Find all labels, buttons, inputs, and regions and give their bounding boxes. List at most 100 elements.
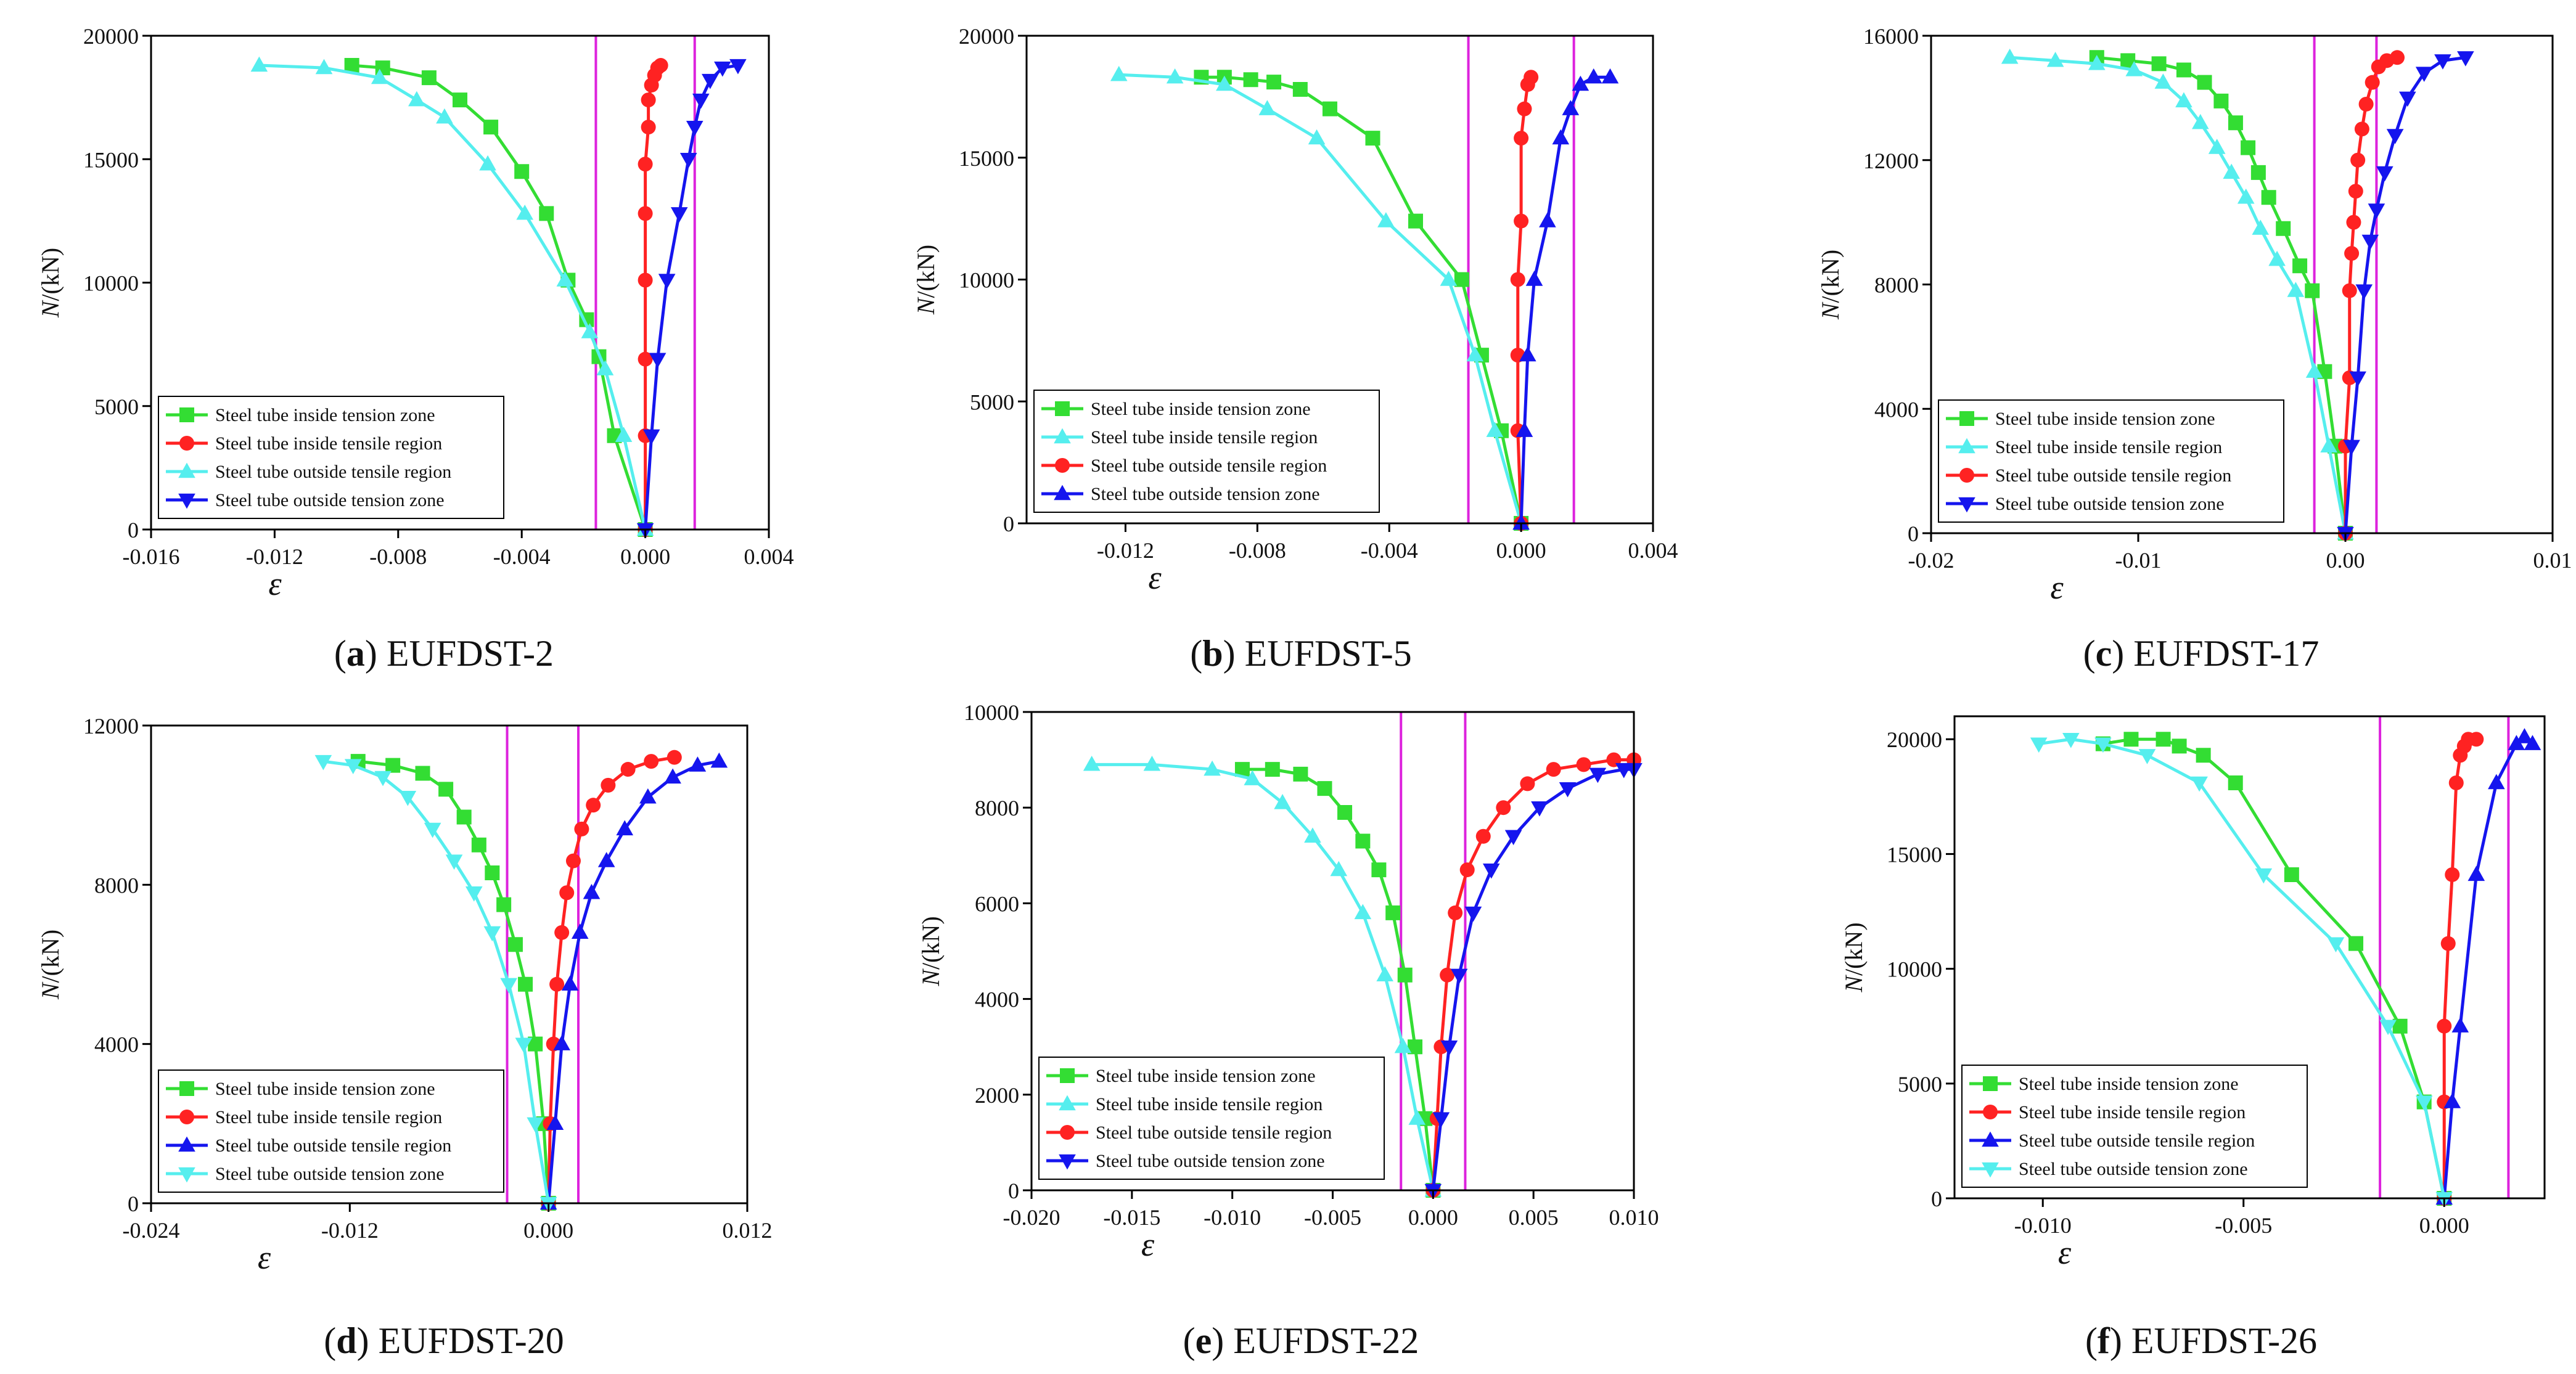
panel-f-x-axis-label: ε	[2058, 1234, 2072, 1271]
panel-c-series-3-point-1	[2343, 440, 2360, 456]
panel-a-series-2-point-8	[408, 91, 425, 107]
panel-b-series-0-point-8	[1266, 75, 1282, 90]
panel-c-legend-marker-1	[1958, 438, 1975, 454]
panel-b-caption: (b) EUFDST-5	[1190, 633, 1412, 674]
panel-f-series-3-point-2	[2379, 1020, 2397, 1036]
panel-c-series-2-point-10	[2365, 75, 2380, 90]
panel-d: -0.024 -0.012 0.000 0.012 0 4000 8000 12000 ε N/(…	[36, 714, 773, 1361]
panel-b-series-1-point-7	[1216, 75, 1233, 91]
panel-c-y-tick-label-1: 4000	[1874, 397, 1919, 422]
panel-e-series-3-point-9	[1589, 767, 1607, 783]
panel-d-series-3-point-2	[515, 1037, 533, 1053]
panel-b-series-2-point-4	[1514, 213, 1529, 229]
panel-a-series-2-point-10	[315, 59, 333, 75]
panel-d-series-1-point-10	[620, 762, 636, 777]
panel-e-series-3-point-1	[1432, 1112, 1450, 1127]
panel-d-y-tick-label-2: 8000	[94, 873, 139, 898]
panel-f-series-2-point-2	[2451, 1017, 2469, 1033]
panel-e-legend-box	[1038, 1057, 1385, 1180]
panel-d-x-tick-label-1: -0.012	[321, 1218, 379, 1243]
panel-f-series-3-line	[2038, 737, 2446, 1199]
panel-d-series-3-point-11	[314, 754, 332, 771]
panel-e-series-2-point-3	[1440, 967, 1455, 983]
panel-b-legend-label-3: Steel tube outside tension zone	[1091, 484, 1320, 504]
panel-b-x-tick-label-2: -0.004	[1361, 538, 1418, 563]
panel-a-series-1-point-2	[638, 351, 653, 367]
panel-d-series-3-point-10	[344, 759, 362, 774]
panel-a-series-1-point-5	[638, 157, 653, 172]
panel-e-series-1-point-11	[1083, 755, 1101, 771]
panel-d-series-0-point-10	[415, 766, 430, 781]
panel-b-series-1-point-1	[1486, 422, 1504, 437]
panel-e-series-1-line	[1091, 763, 1435, 1191]
panel-d-series-2-line	[547, 759, 720, 1204]
panel-e-series-0-point-4	[1385, 905, 1401, 920]
panel-a-x-axis-label: ε	[268, 565, 282, 602]
panel-e-series-0-point-5	[1371, 862, 1387, 878]
panel-d-legend-label-1: Steel tube inside tensile region	[215, 1107, 442, 1127]
panel-a-series-1-line	[644, 64, 662, 530]
panel-c-series-1-point-5	[2252, 219, 2270, 235]
panel-d-series-1-point-4	[554, 925, 570, 940]
panel-d-legend-label-2: Steel tube outside tensile region	[215, 1135, 451, 1156]
panel-f-series-3-point-8	[2062, 733, 2080, 748]
panel-b-series-2-point-5	[1514, 131, 1529, 146]
panel-f-series-3-point-3	[2327, 937, 2345, 953]
panel-a-series-0-point-8	[453, 92, 467, 108]
panel-c-series-3-point-5	[2368, 203, 2385, 219]
panel-c-series-0-point-8	[2241, 140, 2256, 155]
panel-f-series-1-point-4	[2445, 867, 2460, 882]
panel-d-series-1-point-11	[644, 754, 659, 769]
panel-a-y-axis-label: N/(kN)	[36, 248, 64, 318]
panel-c-y-tick-label-0: 0	[1908, 521, 1919, 546]
panel-c-legend-label-2: Steel tube outside tensile region	[1995, 465, 2231, 486]
panel-c-y-tick-label-3: 12000	[1863, 149, 1919, 173]
panel-b-series-3-point-6	[1562, 100, 1580, 115]
panel-f-y-tick-label-2: 10000	[1887, 957, 1942, 982]
panel-c-series-2-point-4	[2344, 246, 2360, 261]
panel-c-legend-marker-2	[1959, 468, 1974, 483]
panel-a-y-tick-label-3: 15000	[83, 147, 139, 172]
panel-c-legend-label-0: Steel tube inside tension zone	[1995, 409, 2215, 429]
panel-a-series-1-point-3	[638, 272, 653, 288]
panel-e-series-2-point-8	[1520, 776, 1535, 791]
panel-b-series-3-point-5	[1552, 129, 1570, 145]
panel-a-series-2-point-5	[516, 204, 534, 220]
panel-e-series-0-point-6	[1355, 833, 1371, 849]
panel-e-x-tick-label-5: 0.005	[1509, 1205, 1559, 1230]
panel-c-series-2-point-5	[2346, 215, 2361, 230]
panel-d-series-0-point-9	[438, 782, 454, 797]
panel-f-series-0-point-9	[2123, 732, 2139, 747]
panel-d-series-1-point-5	[559, 885, 575, 901]
panel-d-legend: Steel tube inside tension zone Steel tube…	[158, 1069, 504, 1193]
panel-a-series-3-point-3	[658, 274, 676, 289]
panel-e-legend-label-1: Steel tube inside tensile region	[1096, 1094, 1323, 1114]
panel-b-legend-box	[1033, 390, 1380, 513]
panel-c-legend: Steel tube inside tension zone Steel tube…	[1938, 399, 2284, 523]
panel-b-legend: Steel tube inside tension zone Steel tube…	[1033, 390, 1380, 513]
panel-c-series-2-point-13	[2390, 50, 2405, 65]
panel-a-y-tick-label-0: 0	[128, 518, 139, 542]
panel-e-legend-marker-2	[1060, 1125, 1075, 1140]
panel-a-series-1-point-11	[653, 58, 668, 73]
panel-b: -0.012 -0.008 -0.004 0.000 0.004 0 5000 10000 15…	[912, 24, 1678, 674]
panel-a-x-tick-label-5: 0.004	[744, 544, 794, 569]
panel-c-y-tick-label-2: 8000	[1874, 273, 1919, 298]
panel-e-legend-label-2: Steel tube outside tensile region	[1096, 1123, 1332, 1143]
panel-f-series-2-point-3	[2467, 865, 2485, 881]
panel-c-y-tick-label-4: 16000	[1863, 24, 1919, 49]
panel-b-series-1-point-8	[1166, 68, 1184, 84]
panel-c-series-3-point-2	[2349, 371, 2366, 387]
panel-b-series-0-point-5	[1365, 131, 1380, 146]
panel-f-legend-box	[1961, 1065, 2308, 1188]
panel-a-series-1-point-4	[638, 206, 653, 221]
panel-e-x-tick-label-1: -0.015	[1103, 1205, 1160, 1230]
panel-c-series-0-point-4	[2292, 258, 2308, 274]
panel-f-legend-marker-1	[1983, 1105, 1998, 1119]
panel-e-series-3-point-7	[1531, 801, 1548, 817]
panel-e-series-1-point-1	[1408, 1110, 1426, 1125]
panel-f-y-tick-label-3: 15000	[1887, 842, 1942, 867]
panel-d-legend-marker-0	[179, 1081, 194, 1096]
panel-c-series-0-point-7	[2250, 165, 2266, 180]
